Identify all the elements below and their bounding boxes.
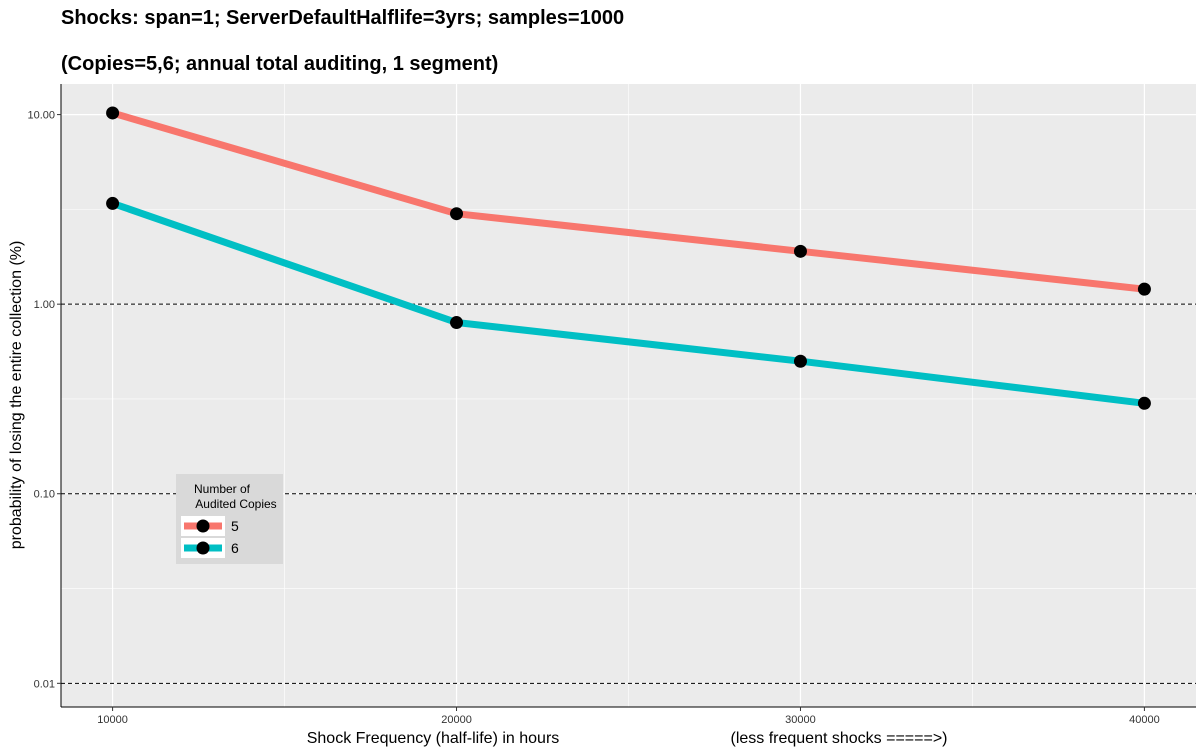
minor-gridlines (61, 84, 1196, 707)
data-point-6 (106, 196, 120, 210)
chart-subtitle: (Copies=5,6; annual total auditing, 1 se… (61, 53, 498, 75)
data-point-5 (793, 244, 807, 258)
data-point-6 (1137, 396, 1151, 410)
data-point-6 (793, 354, 807, 368)
x-tick-label: 30000 (785, 714, 816, 726)
legend-label-5: 5 (231, 518, 239, 534)
y-tick-label: 1.00 (34, 299, 55, 311)
legend-marker-5 (196, 519, 210, 533)
y-tick-label: 0.01 (34, 678, 55, 690)
chart-title: Shocks: span=1; ServerDefaultHalflife=3y… (61, 7, 624, 29)
legend-marker-6 (196, 541, 210, 555)
x-axis-note: (less frequent shocks =====>) (730, 730, 947, 747)
legend-label-6: 6 (231, 540, 239, 556)
y-tick-label: 10.00 (27, 110, 55, 122)
data-point-6 (450, 316, 464, 330)
series-lines (111, 109, 1145, 407)
legend-title-line2: Audited Copies (195, 497, 276, 511)
series-line-5 (111, 109, 1145, 293)
data-point-5 (450, 207, 464, 221)
x-tick-label: 40000 (1129, 714, 1160, 726)
x-axis-title: Shock Frequency (half-life) in hours (307, 730, 560, 747)
x-axis-ticks: 10000 20000 30000 40000 (97, 707, 1160, 726)
series-line-6 (111, 200, 1145, 407)
y-tick-label: 0.10 (34, 489, 55, 501)
legend-items: 56 (181, 516, 239, 558)
data-point-5 (1137, 282, 1151, 296)
series-points (106, 106, 1151, 410)
x-tick-label: 10000 (97, 714, 128, 726)
data-point-5 (106, 106, 120, 120)
legend-title-line1: Number of (194, 482, 251, 496)
y-axis-ticks: 0.01 0.10 1.00 10.00 (27, 110, 61, 690)
x-tick-label: 20000 (441, 714, 472, 726)
legend: Number of Audited Copies 56 (176, 474, 283, 564)
y-axis-title: probability of losing the entire collect… (8, 241, 25, 550)
